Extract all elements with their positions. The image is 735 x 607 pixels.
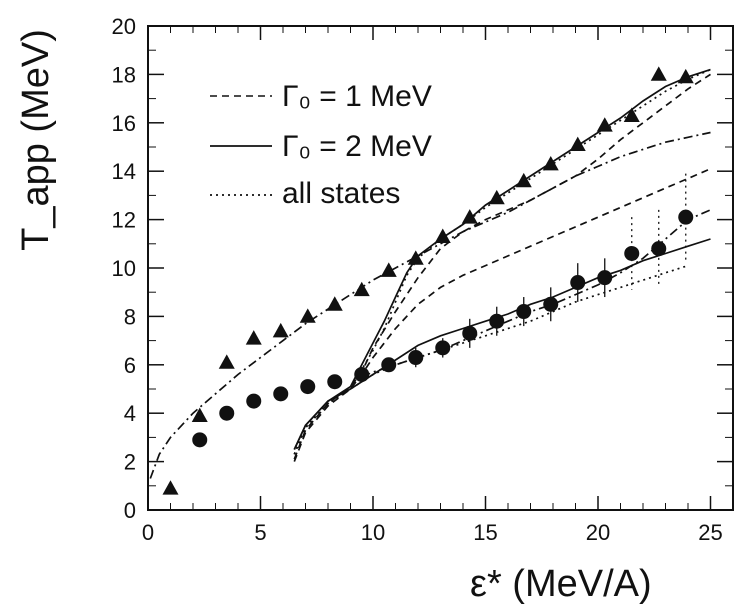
circle-point — [678, 209, 694, 225]
circle-point — [462, 325, 478, 341]
circle-point — [327, 374, 343, 390]
triangle-point — [162, 480, 179, 495]
triangle-point — [299, 308, 316, 323]
circle-point — [597, 270, 613, 286]
legend-label-solid: Γ₀ = 2 MeV — [282, 130, 432, 163]
triangle-point — [569, 136, 586, 151]
triangle-point — [515, 172, 532, 188]
y-tick-label: 8 — [124, 304, 136, 329]
y-tick-label: 18 — [112, 62, 136, 87]
triangle-point — [542, 155, 559, 171]
x-tick-label: 10 — [361, 520, 385, 545]
curve-dashed — [293, 168, 711, 462]
circle-point — [381, 357, 397, 373]
curve-dotted — [293, 264, 689, 455]
legend-entry-dotted: all states — [210, 177, 400, 210]
x-tick-label: 25 — [698, 520, 722, 545]
legend: Γ₀ = 1 MeV Γ₀ = 2 MeV all states — [210, 80, 432, 210]
triangle-point — [326, 296, 343, 311]
triangle-point — [380, 262, 397, 277]
y-tick-label: 12 — [112, 208, 136, 233]
circle-point — [354, 366, 370, 382]
triangle-point — [461, 209, 478, 224]
triangle-point — [191, 407, 208, 423]
triangle-point — [677, 68, 694, 84]
triangle-point — [353, 281, 370, 297]
circle-point — [435, 340, 451, 356]
x-tick-label: 20 — [586, 520, 610, 545]
circle-point — [246, 393, 262, 409]
circle-point — [300, 379, 316, 395]
curve-dotted — [293, 68, 711, 455]
legend-entry-solid: Γ₀ = 2 MeV — [210, 130, 432, 163]
y-tick-label: 0 — [124, 498, 136, 523]
circle-point — [651, 241, 667, 257]
circle-point — [570, 275, 586, 291]
y-tick-label: 16 — [112, 111, 136, 136]
triangle-point — [245, 330, 262, 345]
legend-label-dotted: all states — [282, 177, 400, 210]
circle-point — [273, 386, 289, 402]
data-markers — [162, 66, 694, 495]
x-tick-label: 15 — [473, 520, 497, 545]
y-tick-label: 14 — [112, 159, 136, 184]
legend-label-dashed: Γ₀ = 1 MeV — [282, 80, 432, 113]
circle-point — [489, 313, 505, 329]
circle-point — [408, 350, 424, 366]
y-tick-label: 2 — [124, 450, 136, 475]
legend-entry-dashed: Γ₀ = 1 MeV — [210, 80, 432, 113]
circle-point — [192, 432, 208, 448]
triangle-point — [407, 250, 424, 265]
triangle-point — [596, 117, 613, 132]
y-tick-label: 20 — [112, 14, 136, 39]
x-tick-label: 0 — [142, 520, 154, 545]
triangle-point — [650, 66, 667, 81]
y-tick-label: 4 — [124, 401, 136, 426]
triangle-point — [218, 354, 235, 369]
triangle-point — [623, 107, 640, 122]
curve-dashdot — [149, 131, 711, 479]
circle-point — [219, 405, 235, 421]
x-axis-title: ε* (MeV/A) — [470, 563, 652, 605]
curve-solid — [293, 238, 711, 450]
y-tick-label: 6 — [124, 353, 136, 378]
triangle-point — [272, 322, 289, 338]
circle-point — [516, 304, 532, 320]
y-axis-title: T_app (MeV) — [15, 29, 57, 251]
triangle-point — [488, 189, 505, 205]
circle-point — [624, 245, 640, 261]
y-tick-label: 10 — [112, 256, 136, 281]
x-tick-label: 5 — [254, 520, 266, 545]
circle-point — [543, 296, 559, 312]
triangle-point — [434, 228, 451, 243]
axis-ticks: 0 5 10 15 20 25 0 2 4 6 8 10 12 14 16 18 20 — [112, 14, 734, 545]
